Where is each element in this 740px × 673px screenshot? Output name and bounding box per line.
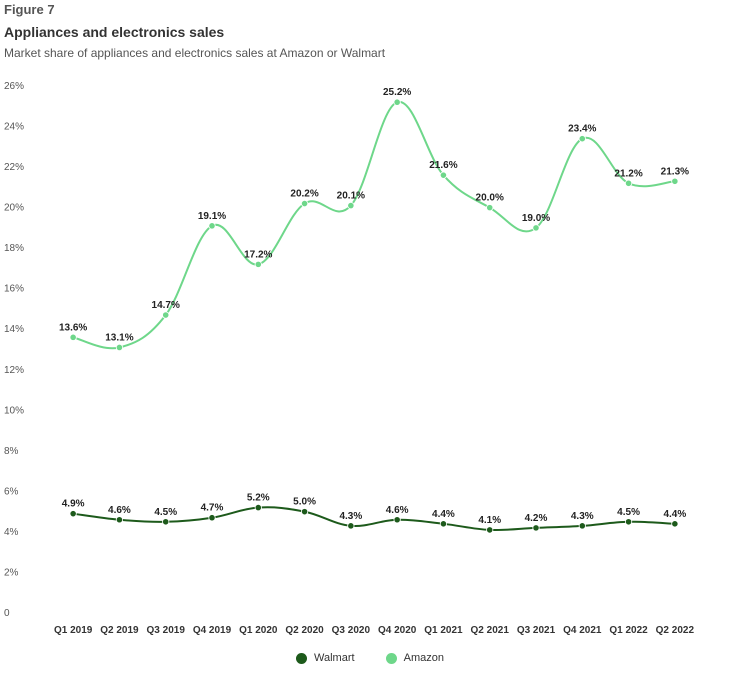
data-point-walmart bbox=[532, 524, 540, 532]
data-point-amazon bbox=[115, 343, 124, 352]
data-point-walmart bbox=[115, 516, 124, 524]
y-tick-label: 20% bbox=[4, 203, 24, 214]
data-label-amazon: 20.2% bbox=[290, 189, 318, 200]
data-label-amazon: 21.3% bbox=[661, 166, 689, 177]
data-label-amazon: 20.0% bbox=[476, 193, 504, 204]
data-point-amazon bbox=[532, 224, 540, 232]
x-tick-label: Q4 2021 bbox=[563, 625, 602, 636]
data-point-walmart bbox=[393, 516, 401, 524]
data-point-amazon bbox=[347, 201, 355, 210]
chart-title: Appliances and electronics sales bbox=[4, 24, 225, 40]
y-tick-label: 4% bbox=[4, 527, 19, 538]
data-point-walmart bbox=[69, 510, 77, 518]
data-point-amazon bbox=[208, 222, 216, 230]
data-label-walmart: 4.5% bbox=[617, 507, 640, 518]
data-point-amazon bbox=[69, 333, 77, 341]
data-label-amazon: 21.2% bbox=[614, 168, 642, 179]
line-chart: 0 2% 4% 6% 8% 10% 12% 14% 16% 18% 20% 22% 24% 26% Q1 2… bbox=[4, 81, 695, 636]
data-label-walmart: 4.4% bbox=[663, 509, 686, 520]
data-label-walmart: 4.2% bbox=[525, 513, 548, 524]
data-point-amazon bbox=[439, 171, 448, 179]
legend-label-amazon: Amazon bbox=[403, 652, 444, 664]
y-tick-label: 16% bbox=[4, 284, 24, 295]
legend-swatch-walmart bbox=[296, 652, 308, 664]
y-tick-label: 12% bbox=[4, 365, 24, 376]
data-point-walmart bbox=[208, 514, 216, 522]
data-label-walmart: 4.3% bbox=[339, 511, 362, 522]
legend-swatch-amazon bbox=[385, 652, 397, 664]
data-label-amazon: 19.0% bbox=[522, 213, 550, 224]
legend-item-walmart[interactable]: Walmart bbox=[296, 652, 355, 664]
data-label-amazon: 17.2% bbox=[244, 249, 272, 260]
data-point-walmart bbox=[439, 520, 448, 528]
legend-item-amazon[interactable]: Amazon bbox=[385, 652, 444, 664]
chart-subtitle: Market share of appliances and electroni… bbox=[4, 46, 386, 60]
data-point-walmart bbox=[624, 518, 633, 526]
data-point-amazon bbox=[624, 179, 633, 187]
x-tick-label: Q2 2021 bbox=[471, 625, 510, 636]
y-tick-label: 2% bbox=[4, 567, 19, 578]
x-tick-label: Q3 2021 bbox=[517, 625, 556, 636]
y-tick-label: 14% bbox=[4, 324, 24, 335]
data-label-amazon: 14.7% bbox=[152, 300, 180, 311]
data-point-amazon bbox=[162, 311, 170, 319]
data-point-walmart bbox=[671, 520, 679, 528]
data-point-walmart bbox=[162, 518, 170, 526]
data-point-amazon bbox=[254, 260, 262, 268]
x-tick-label: Q2 2019 bbox=[100, 625, 139, 636]
y-tick-label: 8% bbox=[4, 446, 19, 457]
data-label-walmart: 4.9% bbox=[62, 499, 85, 510]
y-tick-label: 22% bbox=[4, 162, 24, 173]
data-label-walmart: 5.2% bbox=[247, 493, 270, 504]
data-label-walmart: 5.0% bbox=[293, 497, 316, 508]
data-label-amazon: 21.6% bbox=[429, 160, 457, 171]
data-label-amazon: 13.1% bbox=[105, 332, 133, 343]
data-label-amazon: 23.4% bbox=[568, 124, 596, 135]
x-tick-label: Q1 2020 bbox=[239, 625, 278, 636]
y-tick-label: 24% bbox=[4, 122, 24, 133]
data-point-amazon bbox=[486, 204, 494, 212]
data-point-walmart bbox=[486, 526, 494, 534]
series-line-walmart bbox=[73, 506, 675, 532]
data-label-amazon: 25.2% bbox=[383, 87, 411, 98]
data-point-walmart bbox=[347, 522, 355, 530]
data-label-walmart: 4.7% bbox=[201, 503, 224, 514]
data-label-amazon: 20.1% bbox=[337, 191, 365, 202]
y-tick-label: 0 bbox=[4, 608, 10, 619]
x-tick-label: Q2 2022 bbox=[656, 625, 695, 636]
data-label-walmart: 4.6% bbox=[108, 505, 131, 516]
x-tick-label: Q1 2019 bbox=[54, 625, 93, 636]
legend-label-walmart: Walmart bbox=[314, 652, 355, 664]
data-label-walmart: 4.1% bbox=[478, 515, 501, 526]
series-line-amazon bbox=[72, 101, 675, 350]
data-label-walmart: 4.3% bbox=[571, 511, 594, 522]
x-tick-label: Q1 2022 bbox=[609, 625, 648, 636]
figure-label: Figure 7 bbox=[4, 2, 55, 17]
y-tick-label: 10% bbox=[4, 405, 24, 416]
data-point-walmart bbox=[254, 503, 262, 512]
data-point-walmart bbox=[300, 508, 309, 516]
data-label-amazon: 13.6% bbox=[59, 322, 87, 333]
x-tick-label: Q3 2019 bbox=[147, 625, 186, 636]
y-tick-label: 26% bbox=[4, 81, 24, 92]
data-point-amazon bbox=[578, 135, 586, 143]
data-label-walmart: 4.5% bbox=[154, 507, 177, 518]
y-tick-label: 18% bbox=[4, 243, 24, 254]
data-point-amazon bbox=[671, 177, 679, 185]
data-point-amazon bbox=[300, 199, 309, 208]
x-tick-label: Q1 2021 bbox=[424, 625, 463, 636]
chart-legend: Walmart Amazon bbox=[0, 652, 740, 667]
x-tick-label: Q3 2020 bbox=[332, 625, 371, 636]
x-tick-label: Q2 2020 bbox=[285, 625, 324, 636]
data-point-amazon bbox=[393, 98, 401, 106]
data-point-walmart bbox=[578, 522, 586, 530]
data-label-walmart: 4.6% bbox=[386, 505, 409, 516]
x-tick-label: Q4 2019 bbox=[193, 625, 232, 636]
data-label-walmart: 4.4% bbox=[432, 509, 455, 520]
y-tick-label: 6% bbox=[4, 486, 19, 497]
x-tick-label: Q4 2020 bbox=[378, 625, 417, 636]
data-label-amazon: 19.1% bbox=[198, 211, 226, 222]
